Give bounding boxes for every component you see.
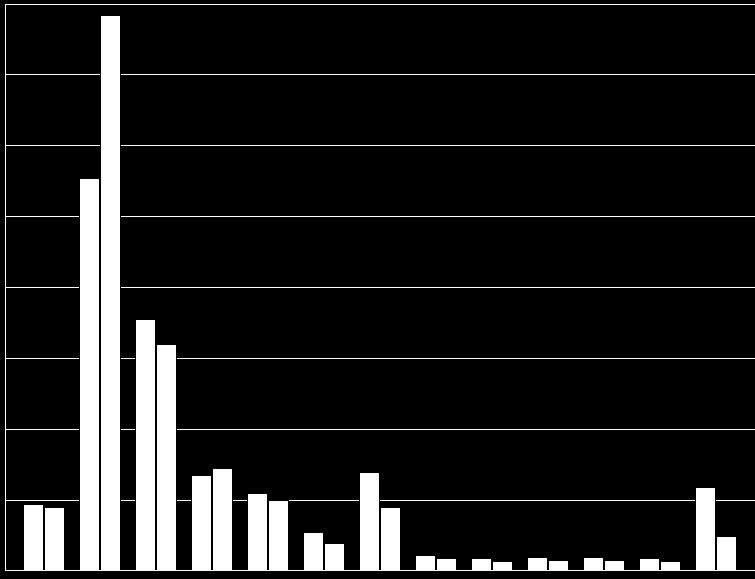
bar [156, 344, 177, 571]
bar [716, 536, 737, 571]
bar [415, 555, 436, 571]
bar [583, 557, 604, 571]
bar-chart [5, 4, 755, 571]
bar [212, 468, 233, 571]
bar [44, 507, 65, 571]
bars-layer [5, 4, 755, 571]
bar [23, 504, 44, 571]
bar [527, 557, 548, 571]
plot-area [5, 4, 755, 571]
bar [695, 487, 716, 571]
bar [100, 15, 121, 571]
bar [359, 472, 380, 571]
bar [79, 178, 100, 571]
bar [247, 493, 268, 571]
bar [268, 500, 289, 571]
bar [191, 475, 212, 571]
bar [324, 543, 345, 571]
bar [135, 319, 156, 571]
x-axis-baseline [5, 570, 755, 571]
bar [380, 507, 401, 571]
bar [303, 532, 324, 571]
